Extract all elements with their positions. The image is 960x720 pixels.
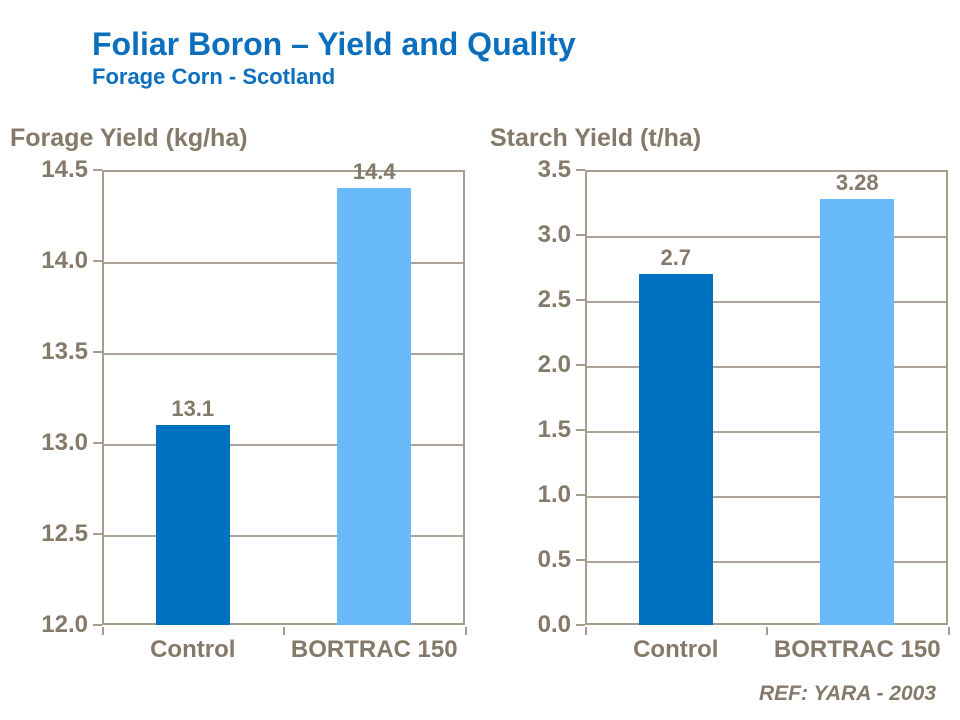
bar-value-label: 14.4 <box>352 159 396 185</box>
y-tick-mark <box>576 234 585 236</box>
y-tick-label: 13.5 <box>41 338 88 365</box>
y-tick-mark <box>576 364 585 366</box>
starch-yield-chart: Starch Yield (t/ha) 3.5 3.0 2.5 2.0 1.5 1.0 0.5… <box>480 120 960 685</box>
y-tick-label: 14.0 <box>41 247 88 274</box>
gridline <box>104 535 463 537</box>
y-tick-label: 13.0 <box>41 429 88 456</box>
bar-control <box>638 274 713 625</box>
x-tick-mark <box>102 627 104 635</box>
y-tick-label: 2.5 <box>537 286 571 313</box>
y-tick-mark <box>93 442 102 444</box>
y-tick-label: 3.0 <box>537 221 571 248</box>
gridline <box>587 366 946 368</box>
reference-note: REF: YARA - 2003 <box>759 682 936 705</box>
bar-value-label: 2.7 <box>660 245 692 270</box>
y-tick-label: 14.5 <box>41 156 88 183</box>
x-category-label: Control <box>150 636 236 663</box>
x-tick-mark <box>465 627 467 635</box>
bar-value-label: 13.1 <box>171 395 215 421</box>
y-tick-mark <box>93 533 102 535</box>
y-tick-mark <box>93 351 102 353</box>
bar-control <box>155 424 230 625</box>
bar-bortrac-150 <box>820 198 895 625</box>
y-tick-label: 1.5 <box>537 416 571 443</box>
y-tick-mark <box>576 299 585 301</box>
x-category-label: Control <box>633 636 719 663</box>
gridline <box>587 301 946 303</box>
y-tick-mark <box>93 624 102 626</box>
y-tick-label: 2.0 <box>537 351 571 378</box>
y-tick-mark <box>576 169 585 171</box>
y-tick-label: 1.0 <box>537 481 571 508</box>
x-tick-mark <box>282 627 285 635</box>
page-subtitle: Forage Corn - Scotland <box>92 64 336 89</box>
gridline <box>587 496 946 498</box>
gridline <box>587 236 946 238</box>
gridline <box>104 262 463 264</box>
y-tick-label: 0.5 <box>537 546 571 573</box>
y-tick-mark <box>93 169 102 171</box>
x-category-label: BORTRAC 150 <box>773 636 941 663</box>
y-tick-label: 12.0 <box>41 611 88 638</box>
y-tick-mark <box>576 624 585 626</box>
forage-yield-chart: Forage Yield (kg/ha) 14.5 14.0 13.5 13.0 12.5… <box>0 120 480 685</box>
y-tick-label: 3.5 <box>537 156 571 183</box>
y-tick-label: 12.5 <box>41 520 88 547</box>
x-tick-mark <box>765 627 768 635</box>
bar-value-label: 3.28 <box>835 169 879 195</box>
x-category-label: BORTRAC 150 <box>290 636 458 663</box>
y-tick-label: 0.0 <box>537 611 571 638</box>
chart-title: Forage Yield (kg/ha) <box>10 124 248 152</box>
chart-title: Starch Yield (t/ha) <box>490 124 702 152</box>
y-tick-mark <box>93 260 102 262</box>
y-tick-mark <box>576 494 585 496</box>
bar-bortrac-150 <box>337 188 412 625</box>
gridline <box>587 561 946 563</box>
y-tick-mark <box>576 429 585 431</box>
y-tick-mark <box>576 559 585 561</box>
gridline <box>104 353 463 355</box>
page-title: Foliar Boron – Yield and Quality <box>92 26 576 62</box>
x-tick-mark <box>585 627 587 635</box>
x-tick-mark <box>948 627 950 635</box>
gridline <box>587 431 946 433</box>
gridline <box>104 444 463 446</box>
